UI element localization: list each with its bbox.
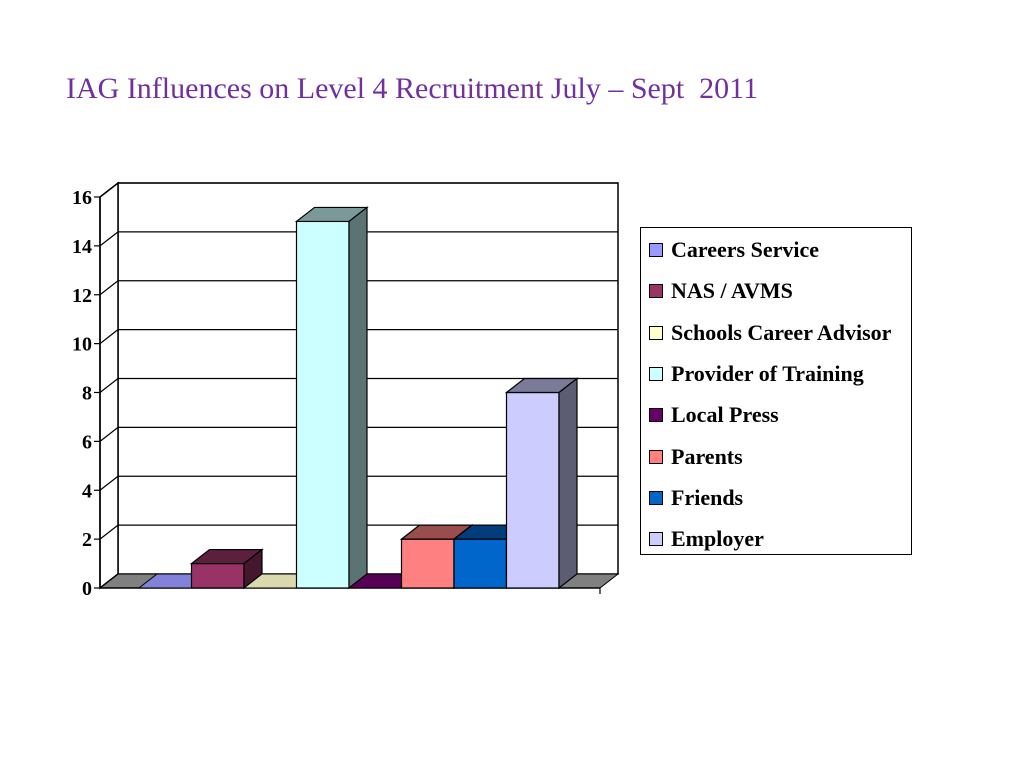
legend-item-local-press: Local Press <box>649 400 779 430</box>
legend-swatch <box>649 366 663 381</box>
y-tick-label: 4 <box>82 480 92 502</box>
y-tick-label: 16 <box>72 187 92 209</box>
gridline-side <box>99 280 119 296</box>
bar-nas-avms <box>189 548 264 590</box>
legend-swatch <box>649 490 663 505</box>
y-tick-label: 8 <box>82 383 92 405</box>
y-tick-label: 2 <box>82 529 92 551</box>
gridline-side <box>99 231 119 247</box>
chart-bars <box>137 206 579 590</box>
y-tick-label: 0 <box>82 578 92 600</box>
bar-provider-of-training <box>294 206 369 590</box>
gridline-side <box>99 573 119 589</box>
legend-label: Employer <box>671 526 764 552</box>
legend-item-parents: Parents <box>649 442 743 472</box>
gridline-side <box>99 524 119 540</box>
legend-swatch <box>649 284 663 299</box>
legend-label: NAS / AVMS <box>671 278 793 304</box>
chart-legend: Careers Service NAS / AVMS Schools Career … <box>640 227 912 555</box>
legend-item-friends: Friends <box>649 483 743 513</box>
legend-label: Parents <box>671 443 743 469</box>
legend-item-employer: Employer <box>649 524 764 554</box>
y-tick-label: 14 <box>72 236 92 258</box>
slide-title: IAG Influences on Level 4 Recruitment Ju… <box>66 72 759 105</box>
legend-label: Schools Career Advisor <box>671 319 892 345</box>
legend-item-provider-of-training: Provider of Training <box>649 359 864 389</box>
gridline-side <box>99 329 119 345</box>
legend-item-schools-career-advisor: Schools Career Advisor <box>649 318 891 348</box>
legend-label: Local Press <box>671 402 779 428</box>
gridline-side <box>99 378 119 393</box>
legend-label: Friends <box>671 484 744 510</box>
bar-employer <box>504 377 579 590</box>
legend-item-nas-avms: NAS / AVMS <box>649 276 793 306</box>
gridline-side <box>99 475 119 491</box>
legend-swatch <box>649 532 663 547</box>
legend-swatch <box>649 449 663 464</box>
y-tick-label: 12 <box>72 285 92 307</box>
y-tick-label: 6 <box>82 431 92 453</box>
gridline-side <box>99 182 119 198</box>
legend-swatch <box>649 243 663 257</box>
legend-label: Careers Service <box>671 237 820 262</box>
legend-swatch <box>649 408 663 423</box>
y-axis: 0 2 4 6 8 10 12 14 16 <box>72 187 101 600</box>
legend-item-careers-service: Careers Service <box>649 235 819 265</box>
y-tick-label: 10 <box>72 334 92 356</box>
gridline-side <box>99 426 119 442</box>
legend-swatch <box>649 325 663 340</box>
legend-label: Provider of Training <box>671 360 864 386</box>
